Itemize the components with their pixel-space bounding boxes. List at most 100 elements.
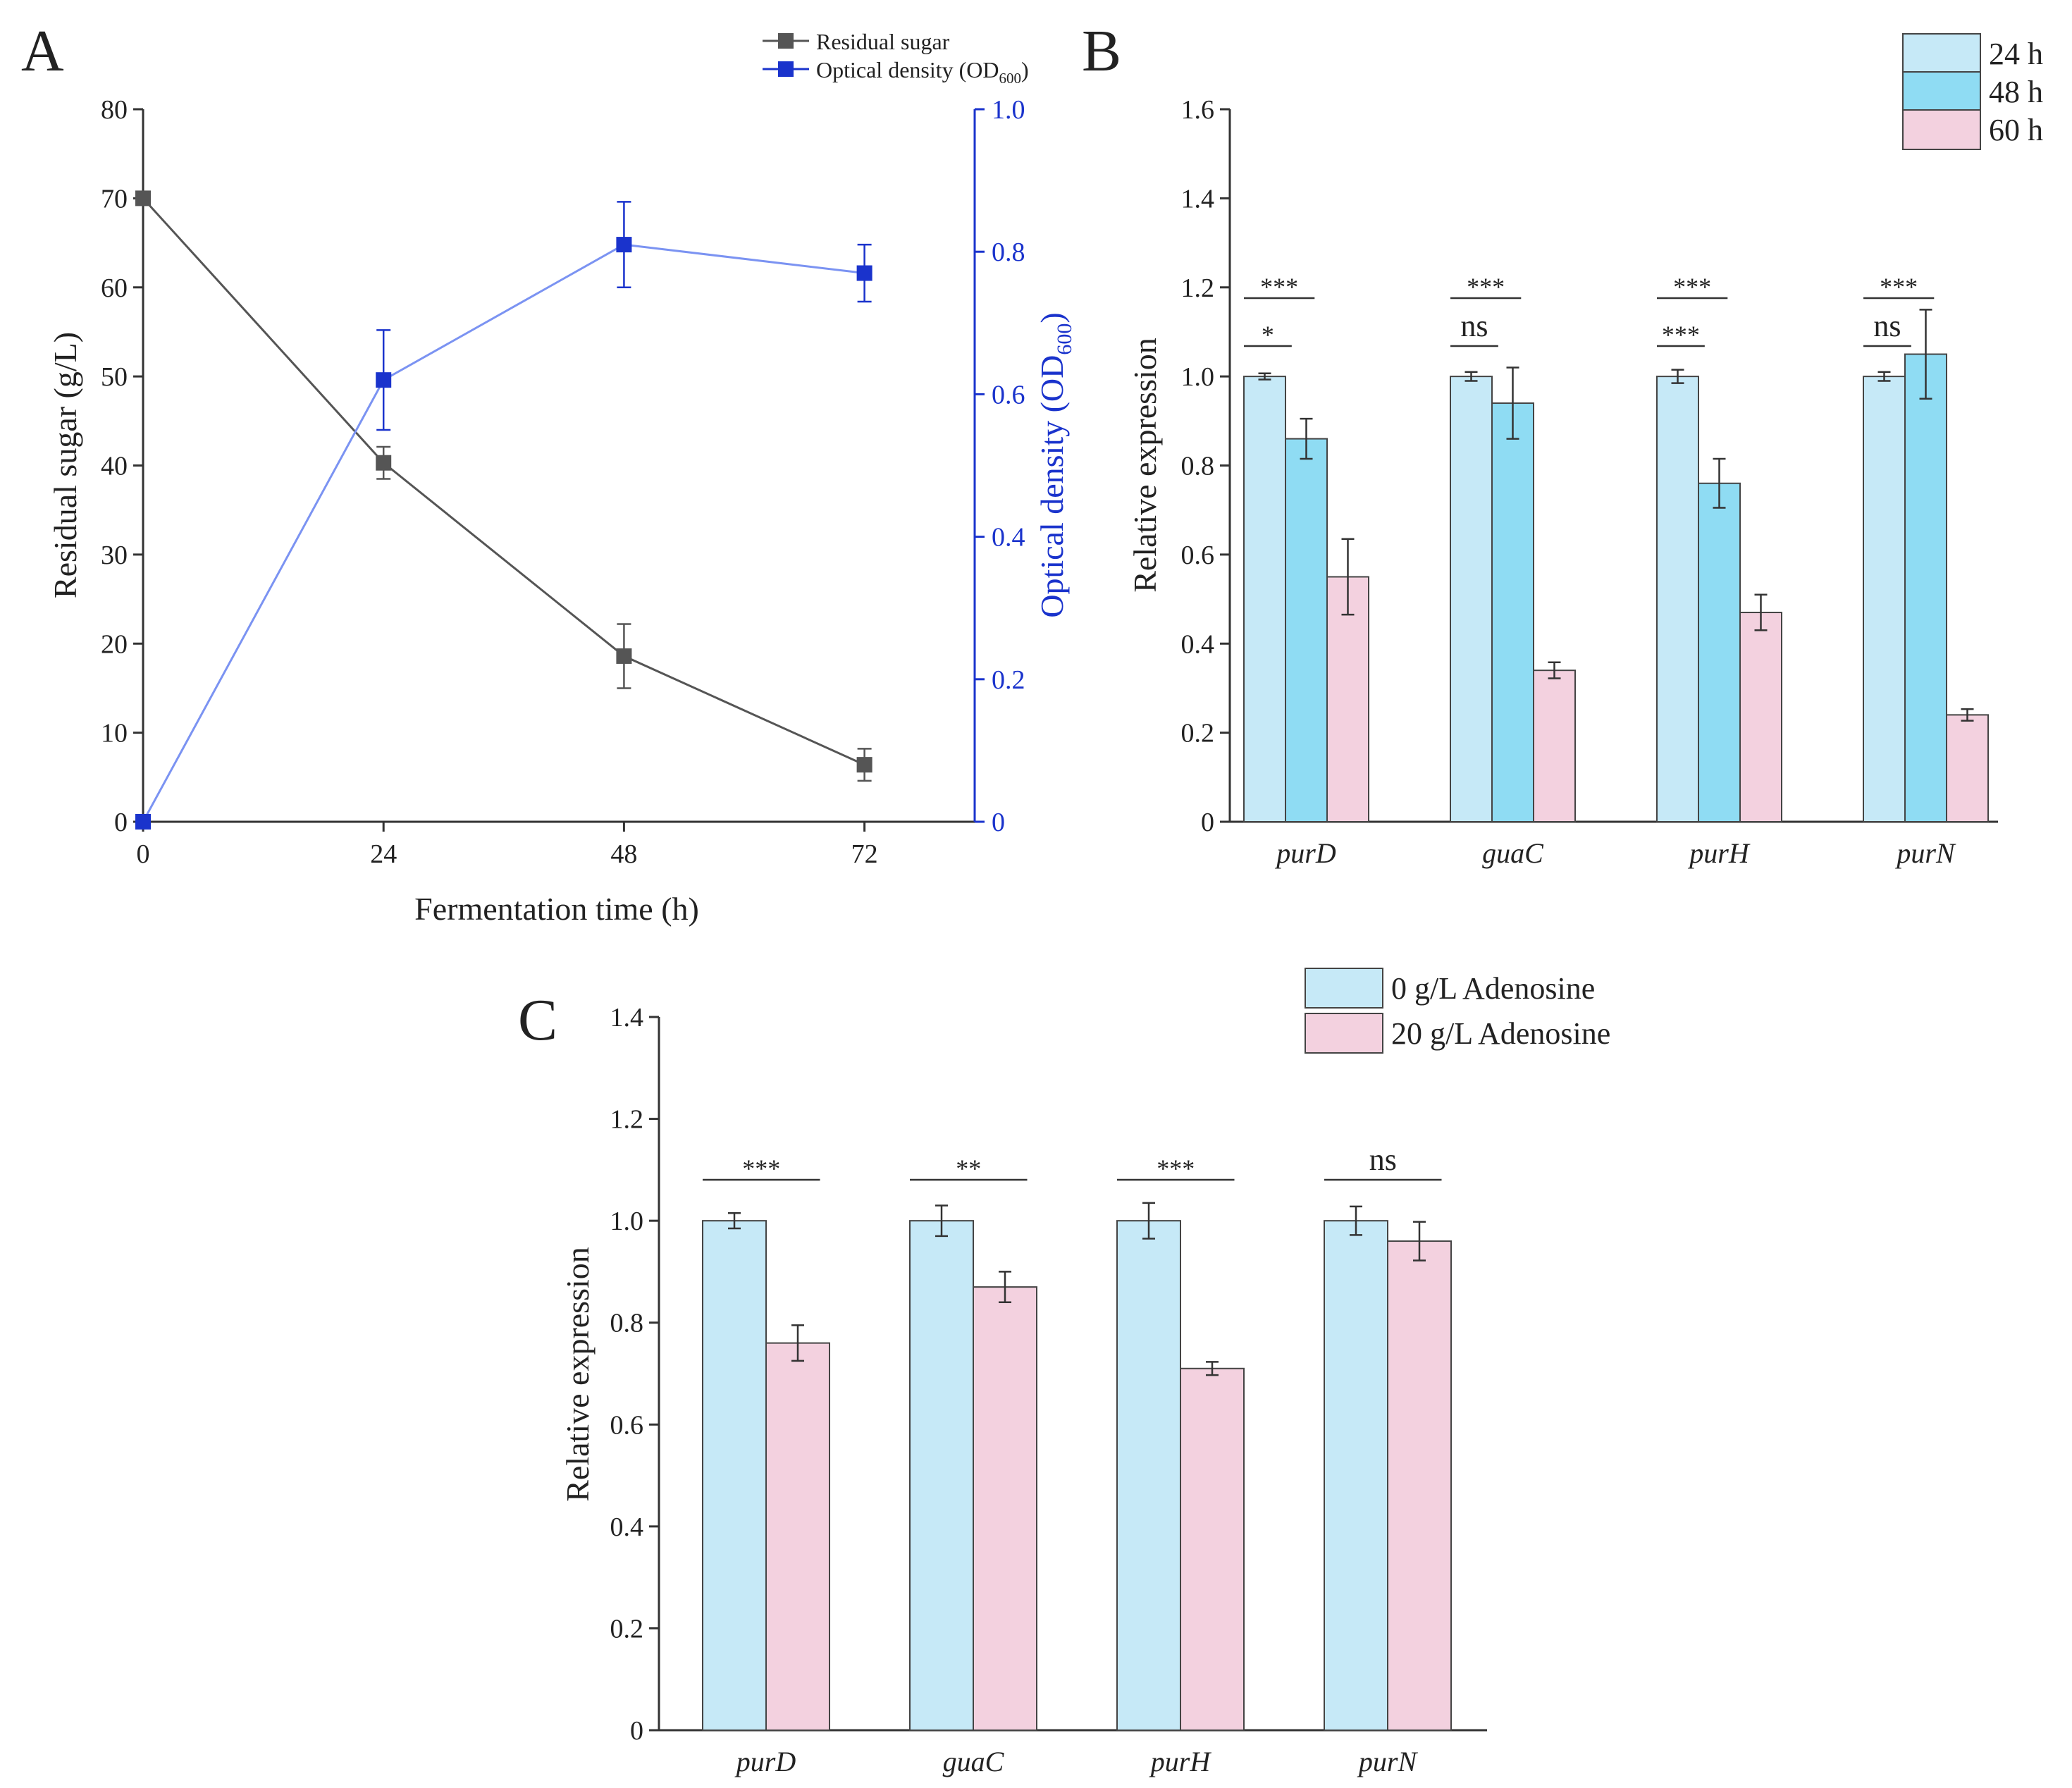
chart-b-bar: 0 0.2 0.4 0.6 0.8 1.0 1.2 1.4 1.6 purD guaC purH pu… bbox=[1127, 33, 2043, 869]
chart-b-bar-60h bbox=[1326, 576, 1369, 822]
chart-a-right-y-label-sub: 600 bbox=[1053, 323, 1076, 355]
chart-a-legend: Residual sugar Optical density (OD600) bbox=[763, 29, 1029, 87]
chart-b-error-bar bbox=[1341, 538, 1355, 616]
legend-od-label-main: Optical density (OD bbox=[816, 57, 999, 82]
chart-c-error-bar bbox=[935, 1204, 948, 1238]
chart-a-right-y-tick-label: 1.0 bbox=[992, 95, 1025, 125]
series-od-point bbox=[376, 372, 392, 388]
panel-label-b: B bbox=[1082, 18, 1121, 84]
chart-b-category-label: purD bbox=[1274, 837, 1336, 869]
chart-c-bar-20g bbox=[973, 1286, 1037, 1731]
chart-b-significance-label: * bbox=[1262, 321, 1274, 349]
series-sugar-point bbox=[376, 455, 392, 471]
legend-od-label: Optical density (OD600) bbox=[816, 57, 1029, 87]
chart-c-significance-label: *** bbox=[1157, 1154, 1195, 1183]
legend-od-label-sub: 600 bbox=[999, 70, 1022, 87]
chart-b-category-label: guaC bbox=[1482, 837, 1544, 869]
chart-b-error-bar bbox=[1671, 369, 1684, 384]
chart-c-legend-swatch-0g bbox=[1305, 968, 1383, 1009]
chart-a-right-y-label: Optical density (OD600) bbox=[1034, 312, 1076, 617]
chart-a-x-tick-label: 48 bbox=[610, 839, 637, 869]
chart-a-right-y-tick-label: 0.4 bbox=[992, 523, 1025, 553]
chart-b-significance-label: ns bbox=[1873, 309, 1901, 343]
series-od-point bbox=[856, 265, 872, 281]
chart-c-error-bar bbox=[1413, 1221, 1426, 1262]
chart-c-y-tick-label: 0.6 bbox=[610, 1410, 644, 1440]
chart-c-bar-20g bbox=[1387, 1240, 1452, 1731]
chart-a-right-y-tick-label: 0.6 bbox=[992, 380, 1025, 409]
chart-c-y-tick-label: 0.2 bbox=[610, 1614, 644, 1644]
chart-a-left-y-tick-label: 0 bbox=[114, 808, 128, 837]
chart-a-x-tick-label: 72 bbox=[851, 839, 878, 869]
chart-c-error-bar bbox=[1142, 1202, 1155, 1240]
chart-c-bar-20g bbox=[765, 1342, 830, 1731]
chart-c-bar-0g bbox=[1324, 1220, 1388, 1731]
chart-c-legend-swatch-20g bbox=[1305, 1013, 1383, 1054]
chart-c-bar-0g bbox=[909, 1220, 974, 1731]
chart-b-error-bar bbox=[1464, 371, 1478, 382]
chart-b-y-label: Relative expression bbox=[1127, 338, 1163, 593]
chart-b-error-bar bbox=[1300, 417, 1313, 460]
chart-a-right-y-tick-label: 0 bbox=[992, 808, 1005, 837]
chart-b-legend-label: 48 h bbox=[1989, 75, 2043, 109]
chart-b-y-tick-label: 1.0 bbox=[1181, 362, 1215, 392]
series-od-point bbox=[616, 237, 632, 253]
series-sugar-point bbox=[616, 648, 632, 664]
chart-a-left-y-tick-label: 20 bbox=[101, 629, 128, 659]
chart-c-y-label: Relative expression bbox=[560, 1247, 596, 1502]
chart-b-legend-label: 24 h bbox=[1989, 37, 2043, 71]
chart-b-bar-48h bbox=[1491, 402, 1534, 822]
chart-a-left-y-tick-label: 30 bbox=[101, 541, 128, 570]
series-od-point bbox=[135, 814, 151, 830]
chart-c-y-tick-label: 1.2 bbox=[610, 1105, 644, 1135]
chart-a-left-y-tick-label: 40 bbox=[101, 452, 128, 481]
chart-c-error-bar bbox=[728, 1212, 741, 1230]
chart-b-bar-24h bbox=[1656, 376, 1699, 822]
chart-a-x-tick-label: 0 bbox=[137, 839, 150, 869]
chart-b-error-bar bbox=[1961, 708, 1974, 722]
chart-b-y-tick-label: 0.4 bbox=[1181, 629, 1215, 659]
legend-sugar-label: Residual sugar bbox=[816, 29, 950, 54]
chart-c-significance-label: ** bbox=[956, 1154, 981, 1183]
chart-c-category-label: purN bbox=[1357, 1746, 1419, 1777]
chart-c-bar: 00.20.40.60.81.01.21.4 purD guaC purH purN … bbox=[560, 968, 1610, 1777]
chart-b-bar-24h bbox=[1863, 376, 1906, 822]
chart-c-category-label: guaC bbox=[943, 1746, 1005, 1777]
chart-a-left-y-tick-label: 80 bbox=[101, 95, 128, 125]
chart-a-left-y-label: Residual sugar (g/L) bbox=[47, 332, 83, 598]
chart-c-legend: 0 g/L Adenosine 20 g/L Adenosine bbox=[1305, 968, 1610, 1054]
chart-c-error-bar bbox=[1350, 1205, 1362, 1236]
chart-a-left-y-tick-label: 10 bbox=[101, 719, 128, 748]
chart-b-bar-48h bbox=[1698, 482, 1741, 823]
chart-b-y-tick-label: 0 bbox=[1201, 808, 1214, 837]
chart-b-bar-48h bbox=[1904, 353, 1947, 822]
chart-c-category-label: purD bbox=[734, 1746, 796, 1777]
series-od-line bbox=[142, 243, 865, 822]
chart-b-significance-label: *** bbox=[1467, 273, 1505, 301]
chart-c-y-tick-label: 1.4 bbox=[610, 1003, 644, 1032]
chart-a-right-y-tick-label: 0.2 bbox=[992, 665, 1025, 695]
chart-a-line: 0 24 48 72 0 10 20 30 40 50 60 70 80 0 0.2 0.4 0.6 0.8 1.0… bbox=[47, 29, 1076, 927]
chart-b-legend-swatch-24h bbox=[1902, 33, 1981, 74]
chart-b-significance-label: *** bbox=[1662, 321, 1700, 349]
chart-b-y-tick-label: 1.2 bbox=[1181, 273, 1215, 303]
chart-c-significance-label: ns bbox=[1369, 1142, 1397, 1177]
legend-sugar-marker bbox=[778, 33, 794, 49]
chart-b-y-tick-label: 0.8 bbox=[1181, 452, 1215, 481]
chart-a-right-y-label-close: ) bbox=[1034, 312, 1070, 323]
chart-b-significance-label: *** bbox=[1673, 273, 1711, 301]
chart-c-legend-label: 20 g/L Adenosine bbox=[1391, 1016, 1610, 1051]
panel-label-a: A bbox=[21, 18, 64, 84]
series-sugar-line bbox=[142, 197, 865, 766]
chart-c-error-bar bbox=[999, 1271, 1011, 1304]
chart-b-category-label: purH bbox=[1687, 837, 1751, 869]
chart-b-error-bar bbox=[1877, 371, 1891, 382]
chart-a-left-y-tick-label: 60 bbox=[101, 273, 128, 303]
chart-b-legend: 24 h 48 h 60 h bbox=[1902, 33, 2043, 150]
chart-b-error-bar bbox=[1258, 372, 1271, 381]
chart-b-bar-24h bbox=[1450, 376, 1493, 822]
chart-b-y-tick-label: 0.6 bbox=[1181, 541, 1215, 570]
chart-b-y-tick-label: 0.2 bbox=[1181, 719, 1215, 748]
chart-c-legend-label: 0 g/L Adenosine bbox=[1391, 971, 1595, 1006]
series-sugar-point bbox=[135, 190, 151, 206]
